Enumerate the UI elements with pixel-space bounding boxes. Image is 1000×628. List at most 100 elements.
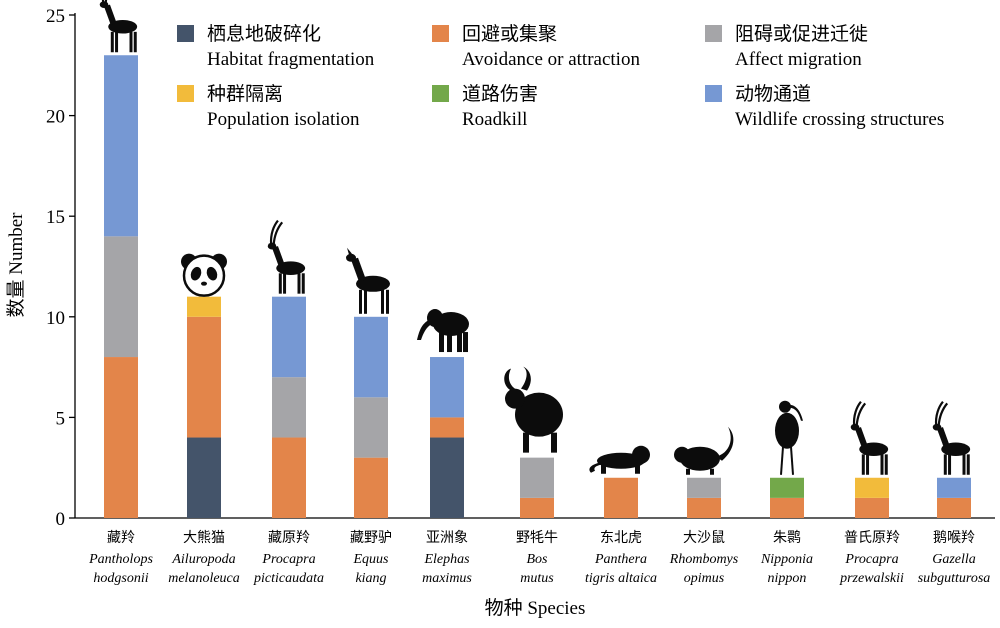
goitered-gazelle-icon <box>932 400 971 475</box>
x-tick-label-latin: subgutturosa <box>918 571 991 586</box>
tibetan-antelope-icon <box>99 0 138 53</box>
bar-segment-crossing <box>937 477 971 498</box>
kiang-icon <box>346 247 390 314</box>
bar-segment-fragmentation <box>187 437 221 518</box>
x-tick-label-cn: 亚洲象 <box>426 530 468 546</box>
x-axis-title: 物种 Species <box>485 597 586 619</box>
x-tick-label-cn: 东北虎 <box>600 530 642 546</box>
bar-segment-avoidance <box>520 497 554 518</box>
x-tick-label-latin: mutus <box>520 571 554 586</box>
y-axis-title: 数量 Number <box>5 212 27 318</box>
x-tick-label-latin: maximus <box>422 571 472 586</box>
x-tick-label-cn: 野牦牛 <box>516 530 558 546</box>
x-tick-label-latin: opimus <box>684 571 725 586</box>
bar-segment-avoidance <box>354 457 388 518</box>
x-tick-label-latin: Gazella <box>932 552 976 567</box>
x-tick-label-latin: melanoleuca <box>168 571 240 586</box>
x-tick-label-latin: Panthera <box>594 552 647 567</box>
bar-segment-avoidance <box>937 497 971 518</box>
bar-segment-crossing <box>272 296 306 378</box>
legend-label-en: Affect migration <box>735 49 862 70</box>
legend-swatch-roadkill <box>432 85 449 102</box>
legend-label-cn: 道路伤害 <box>462 83 538 105</box>
y-tick-label: 20 <box>46 107 65 128</box>
y-tick-label: 5 <box>56 408 66 429</box>
legend-label-en: Population isolation <box>207 109 360 130</box>
bar-segment-avoidance <box>272 437 306 518</box>
x-tick-label-latin: tigris altaica <box>585 571 657 586</box>
legend-label-en: Wildlife crossing structures <box>735 109 944 130</box>
bar-segment-migration <box>272 377 306 438</box>
x-tick-label-cn: 藏羚 <box>107 530 135 546</box>
bar-segment-fragmentation <box>430 437 464 518</box>
x-tick-label-cn: 大熊猫 <box>183 530 225 546</box>
x-tick-label-latin: Procapra <box>261 552 315 567</box>
x-tick-label-cn: 藏原羚 <box>268 530 310 546</box>
y-tick-label: 15 <box>46 207 65 228</box>
y-tick-label: 10 <box>46 308 65 329</box>
bar-segment-avoidance <box>855 497 889 518</box>
legend-swatch-avoidance <box>432 25 449 42</box>
x-tick-label-latin: Pantholops <box>88 552 153 567</box>
y-tick-label: 25 <box>46 6 65 27</box>
legend-label-en: Avoidance or attraction <box>462 49 640 70</box>
x-tick-label-latin: nippon <box>768 571 807 586</box>
x-tick-label-latin: picticaudata <box>253 571 324 586</box>
legend-label-en: Habitat fragmentation <box>207 49 375 70</box>
x-tick-label-latin: Procapra <box>844 552 898 567</box>
x-tick-label-latin: Equus <box>353 552 390 567</box>
legend-swatch-migration <box>705 25 722 42</box>
bar-segment-isolation <box>187 296 221 317</box>
wild-yak-icon <box>504 366 563 453</box>
bar-segment-avoidance <box>687 497 721 518</box>
x-tick-label-cn: 朱鹮 <box>773 529 801 546</box>
przewalski-gazelle-icon <box>850 400 889 475</box>
bar-segment-crossing <box>104 55 138 237</box>
x-tick-label-cn: 普氏原羚 <box>844 530 900 546</box>
bar-segment-isolation <box>855 477 889 498</box>
x-tick-label-cn: 鹅喉羚 <box>933 529 975 546</box>
bar-segment-migration <box>104 236 138 358</box>
bar-segment-avoidance <box>770 497 804 518</box>
tibetan-gazelle-icon <box>267 219 306 294</box>
legend-swatch-fragmentation <box>177 25 194 42</box>
x-tick-label-latin: Rhombomys <box>669 552 739 567</box>
x-tick-labels: 藏羚 Pantholops hodgsonii 大熊猫 Ailuropoda melano… <box>88 529 990 586</box>
legend-label-cn: 栖息地破碎化 <box>207 23 321 45</box>
great-gerbil-icon <box>674 426 734 475</box>
crested-ibis-icon <box>775 400 803 475</box>
x-tick-label-latin: Elephas <box>423 552 470 567</box>
x-tick-label-cn: 藏野驴 <box>350 530 392 546</box>
legend: 栖息地破碎化 Habitat fragmentation 回避或集聚 Avoidanc… <box>177 23 944 130</box>
x-tick-label-latin: Ailuropoda <box>171 552 235 567</box>
legend-swatch-isolation <box>177 85 194 102</box>
asian-elephant-icon <box>417 309 469 353</box>
legend-label-cn: 回避或集聚 <box>462 23 557 45</box>
bar-stack-group <box>104 55 971 518</box>
legend-label-en: Roadkill <box>462 109 527 130</box>
axes: 0 5 10 15 20 25 <box>46 6 995 530</box>
bar-segment-avoidance <box>430 417 464 438</box>
legend-swatch-crossing <box>705 85 722 102</box>
giant-panda-icon <box>181 253 227 297</box>
legend-label-cn: 动物通道 <box>735 83 811 105</box>
x-tick-label-latin: Bos <box>527 552 549 567</box>
siberian-tiger-icon <box>589 445 650 474</box>
x-tick-label-latin: hodgsonii <box>93 571 148 586</box>
bar-segment-migration <box>354 397 388 458</box>
bar-segment-avoidance <box>187 316 221 438</box>
legend-label-cn: 种群隔离 <box>207 83 283 105</box>
bar-segment-migration <box>687 477 721 498</box>
bar-segment-avoidance <box>604 477 638 518</box>
bar-segment-roadkill <box>770 477 804 498</box>
species-icons <box>99 0 971 475</box>
x-tick-label-latin: kiang <box>355 571 386 586</box>
bar-segment-migration <box>520 457 554 498</box>
legend-label-cn: 阻碍或促进迁徙 <box>735 23 868 45</box>
x-tick-label-latin: Nipponia <box>760 552 813 567</box>
x-tick-label-latin: przewalskii <box>839 571 904 586</box>
bar-segment-crossing <box>354 316 388 398</box>
y-tick-label: 0 <box>56 509 66 530</box>
